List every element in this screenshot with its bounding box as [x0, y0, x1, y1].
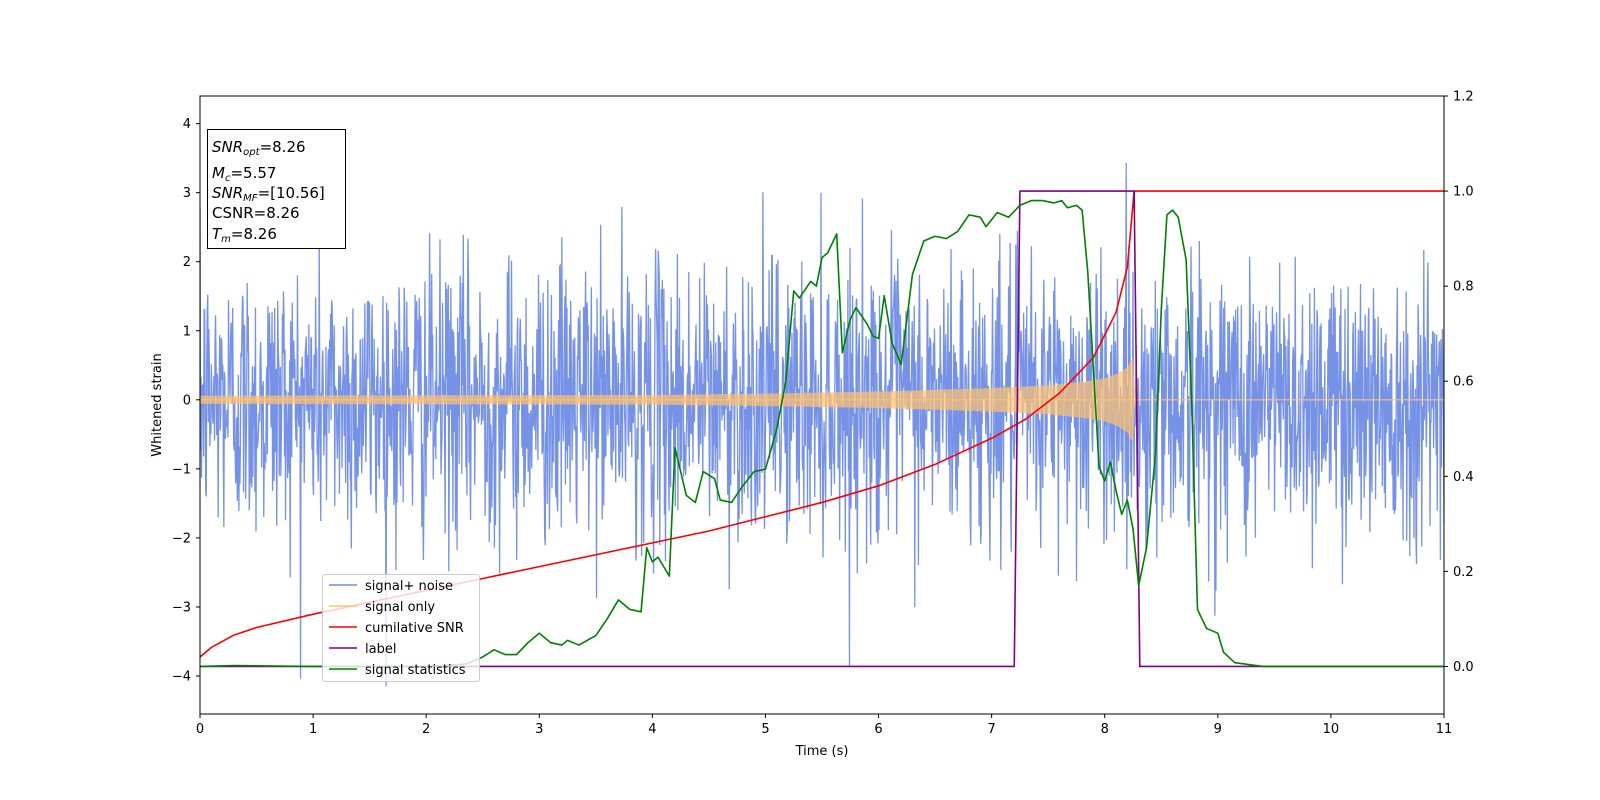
annotation-snr-mf: SNRMF=[10.56]	[212, 184, 325, 204]
legend-label: signal statistics	[365, 663, 466, 678]
legend-label: label	[365, 642, 396, 657]
y-tick-label: 1	[183, 324, 191, 339]
y2-tick-label: 1.0	[1453, 185, 1474, 200]
x-tick-label: 1	[309, 722, 317, 737]
annotation-tm: Tm=8.26	[212, 225, 277, 245]
right-axis-series	[200, 190, 1444, 668]
signal-noise-line	[200, 162, 1444, 687]
x-axis-ticks: 0 1 2 3 4 5 6 7 8 9 10 11	[196, 714, 1452, 737]
x-tick-label: 9	[1214, 722, 1222, 737]
y-axis-label: Whitened strain	[150, 353, 165, 456]
annotation-snr-opt: SNRopt=8.26	[212, 138, 306, 158]
y-tick-label: −1	[172, 462, 191, 477]
series-signal-only	[200, 357, 1444, 443]
x-tick-label: 6	[874, 722, 882, 737]
y2-tick-label: 0.8	[1453, 280, 1474, 295]
label-line	[200, 190, 1444, 668]
x-tick-label: 2	[422, 722, 430, 737]
y2-tick-label: 0.6	[1453, 375, 1474, 390]
y-tick-label: −4	[172, 670, 191, 685]
y-tick-label: 2	[183, 255, 191, 270]
y-tick-label: 4	[183, 117, 191, 132]
signal-statistics-line	[200, 199, 1444, 668]
legend-frame	[322, 574, 480, 682]
annotation-csnr: CSNR=8.26	[212, 204, 300, 222]
x-tick-label: 8	[1101, 722, 1109, 737]
annotation-mc: Mc=5.57	[212, 164, 276, 184]
y-tick-label: −3	[172, 600, 191, 615]
y2-tick-label: 0.2	[1453, 565, 1474, 580]
x-tick-label: 3	[535, 722, 543, 737]
cumilative-snr-line	[200, 190, 1444, 658]
legend: signal+ noise signal only cumilative SNR…	[322, 574, 480, 682]
x-axis-label: Time (s)	[795, 744, 849, 759]
y2-tick-label: 0.0	[1453, 660, 1474, 675]
legend-entry-signal-only: signal only	[329, 600, 435, 615]
y2-axis-ticks: 0.0 0.2 0.4 0.6 0.8 1.0 1.2	[1444, 90, 1474, 675]
y-tick-label: −2	[172, 531, 191, 546]
y-axis-ticks: −4 −3 −2 −1 0 1 2 3 4	[172, 117, 200, 685]
annotation-box: SNRopt=8.26 Mc=5.57 SNRMF=[10.56] CSNR=8…	[207, 129, 346, 249]
x-tick-label: 11	[1436, 722, 1453, 737]
y-tick-label: 0	[183, 393, 191, 408]
legend-entry-signal-statistics: signal statistics	[329, 663, 466, 678]
series-signal-noise	[200, 162, 1444, 687]
legend-entry-cumilative-snr: cumilative SNR	[329, 621, 464, 636]
axes-frame	[199, 95, 1445, 715]
x-tick-label: 5	[761, 722, 769, 737]
annotation-frame	[207, 129, 346, 249]
x-tick-label: 0	[196, 722, 204, 737]
legend-label: cumilative SNR	[365, 621, 464, 636]
y2-tick-label: 0.4	[1453, 470, 1474, 485]
x-tick-label: 10	[1323, 722, 1340, 737]
y2-tick-label: 1.2	[1453, 90, 1474, 105]
x-tick-label: 7	[987, 722, 995, 737]
legend-entry-label: label	[329, 642, 396, 657]
axes-border	[199, 95, 1445, 715]
legend-entry-signal-noise: signal+ noise	[329, 579, 453, 594]
legend-label: signal only	[365, 600, 435, 615]
x-tick-label: 4	[648, 722, 656, 737]
y-tick-label: 3	[183, 186, 191, 201]
legend-label: signal+ noise	[365, 579, 453, 594]
